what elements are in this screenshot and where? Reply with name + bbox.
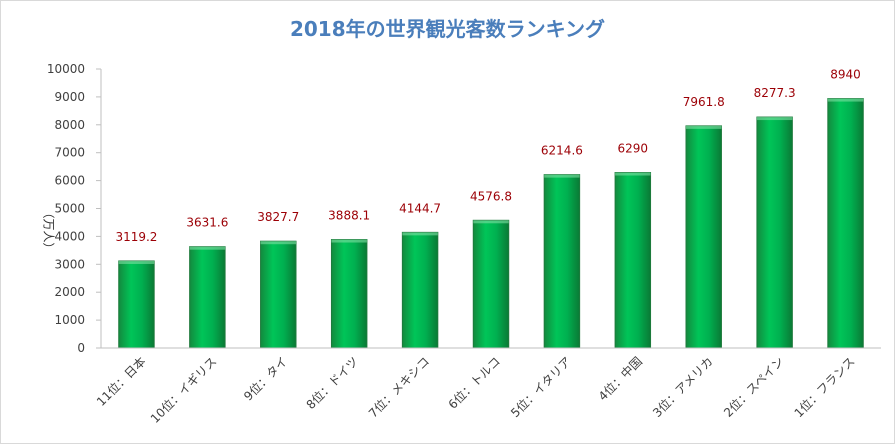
bar <box>543 174 581 349</box>
bar-highlight <box>615 172 651 176</box>
y-tick-label: 4000 <box>54 229 85 243</box>
y-tick-label: 7000 <box>54 146 85 160</box>
x-tick-label: 6位：トルコ <box>445 354 503 412</box>
y-tick-label: 5000 <box>54 202 85 216</box>
y-tick-label: 6000 <box>54 174 85 188</box>
x-tick-label: 8位：ドイツ <box>303 354 361 412</box>
bar <box>472 219 510 349</box>
bar-highlight <box>118 260 155 264</box>
bar-highlight <box>260 241 296 245</box>
bar-highlight <box>544 174 580 178</box>
data-label: 3888.1 <box>328 209 370 223</box>
y-tick-label: 10000 <box>47 62 85 76</box>
x-tick-label: 11位：日本 <box>93 354 148 409</box>
bar <box>614 172 652 349</box>
data-label: 6214.6 <box>541 144 583 158</box>
y-tick-label: 0 <box>77 341 85 355</box>
bar <box>685 125 722 349</box>
x-tick-label: 10位：イギリス <box>147 354 219 426</box>
data-label: 7961.8 <box>683 95 725 109</box>
x-tick-label: 2位：スペイン <box>720 354 786 420</box>
bar-highlight <box>402 232 438 236</box>
bar-highlight <box>189 246 226 250</box>
data-label: 3827.7 <box>257 210 299 224</box>
bar-highlight <box>827 98 864 102</box>
x-tick-label: 9位：タイ <box>240 354 290 404</box>
data-label: 4144.7 <box>399 201 441 215</box>
x-tick-label: 4位：中国 <box>595 354 645 404</box>
data-label: 4576.8 <box>470 189 512 203</box>
bar <box>401 231 439 349</box>
bar <box>260 240 297 349</box>
y-tick-label: 8000 <box>54 118 85 132</box>
data-label: 3119.2 <box>115 230 157 244</box>
x-tick-label: 1位：フランス <box>791 354 858 421</box>
bar <box>827 98 864 349</box>
bar-highlight <box>756 117 793 121</box>
bar-highlight <box>686 125 722 129</box>
chart-title: 2018年の世界観光客数ランキング <box>289 17 606 41</box>
bar-highlight <box>331 239 367 243</box>
bar <box>189 246 226 349</box>
data-label: 8277.3 <box>754 86 796 100</box>
x-axis: 11位：日本 10位：イギリス 9位：タイ 8位：ドイツ 7位：メキシコ 6位：トルコ 5位… <box>93 347 881 426</box>
bar <box>756 116 793 349</box>
y-tick-label: 2000 <box>54 285 85 299</box>
x-tick-label: 5位：イタリア <box>507 354 574 421</box>
y-tick-label: 1000 <box>54 313 85 327</box>
bar <box>330 239 368 349</box>
data-label: 8940 <box>830 68 861 82</box>
x-tick-label: 3位：アメリカ <box>649 354 716 421</box>
data-label: 3631.6 <box>186 216 228 230</box>
x-tick-label: 7位：メキシコ <box>365 354 432 421</box>
bars <box>118 98 864 349</box>
y-tick-label: 9000 <box>54 90 85 104</box>
data-labels: 3119.2 3631.6 3827.7 3888.1 4144.7 4576.8 6214… <box>115 68 860 244</box>
data-label: 6290 <box>618 142 649 156</box>
bar-highlight <box>473 220 509 224</box>
bar <box>118 260 155 349</box>
y-axis: 0 1000 2000 3000 4000 5000 6000 7000 8000 9000 100… <box>47 62 102 355</box>
y-tick-label: 3000 <box>54 257 85 271</box>
